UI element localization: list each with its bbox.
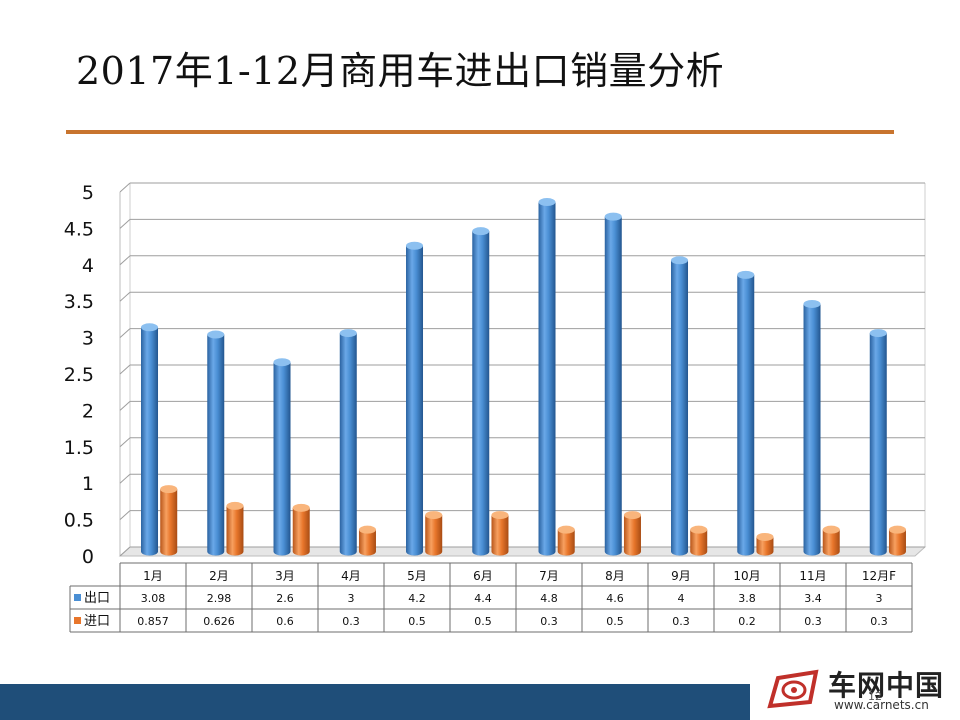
category-label: 1月	[143, 569, 163, 583]
category-label: 12月F	[862, 569, 896, 583]
data-label: 0.3	[540, 615, 558, 628]
gridline-diagonal	[119, 546, 131, 557]
import-bar	[690, 525, 708, 556]
gridline-diagonal	[119, 255, 131, 266]
import-bar	[425, 511, 443, 556]
category-label: 11月	[799, 569, 826, 583]
gridline-diagonal	[119, 401, 131, 411]
export-bar	[141, 323, 159, 556]
data-label: 0.857	[137, 615, 169, 628]
chart-bars	[141, 198, 906, 556]
category-label: 2月	[209, 569, 229, 583]
import-bar	[756, 532, 774, 556]
y-tick-label: 4.5	[64, 218, 94, 240]
y-tick-label: 0.5	[64, 510, 94, 532]
data-label: 0.5	[408, 615, 426, 628]
y-tick-label: 1.5	[64, 437, 94, 459]
category-label: 10月	[733, 569, 760, 583]
data-label: 4.8	[540, 592, 558, 605]
y-tick-label: 3	[82, 328, 94, 350]
export-bar	[538, 198, 556, 556]
data-label: 3	[348, 592, 355, 605]
import-bar	[491, 511, 509, 556]
chart-grid	[118, 182, 927, 557]
slide-title: 2017年1-12月商用车进出口销量分析	[76, 49, 725, 93]
data-label: 3	[876, 592, 883, 605]
export-legend-key	[74, 594, 81, 601]
import-bar	[358, 525, 376, 556]
data-label: 4.2	[408, 592, 426, 605]
category-label: 4月	[341, 569, 361, 583]
import-bar	[822, 525, 840, 556]
data-label: 3.8	[738, 592, 756, 605]
data-label: 0.5	[606, 615, 624, 628]
gridline-diagonal	[119, 473, 131, 484]
category-label: 9月	[671, 569, 691, 583]
gridline-diagonal	[119, 291, 131, 302]
logo-url: www.carnets.cn	[834, 698, 929, 712]
title-divider	[66, 130, 894, 134]
y-tick-label: 4	[82, 255, 94, 277]
data-label: 0.626	[203, 615, 235, 628]
data-label: 2.98	[207, 592, 232, 605]
y-tick-label: 5	[82, 182, 94, 204]
import-bar	[292, 503, 310, 556]
y-axis-ticks: 0 0.5 1 1.5 2 2.5 3 3.5 4 4.5 5	[64, 182, 94, 568]
import-legend-key	[74, 617, 81, 624]
import-bar	[888, 525, 906, 556]
category-label: 6月	[473, 569, 493, 583]
export-bar	[737, 270, 755, 556]
data-label: 0.2	[738, 615, 756, 628]
data-table: 1月 2月 3月 4月 5月 6月 7月 8月 9月 10月 11月 12月F 出口 3.08 2.98 2.…	[69, 562, 913, 633]
import-bar	[160, 485, 178, 556]
export-bar	[472, 227, 490, 556]
gridline-diagonal	[119, 437, 131, 448]
data-label: 4.4	[474, 592, 492, 605]
data-label: 4.6	[606, 592, 624, 605]
series-name: 进口	[84, 614, 110, 629]
y-tick-label: 0	[82, 546, 94, 568]
data-label: 0.5	[474, 615, 492, 628]
gridline-diagonal	[119, 510, 131, 520]
export-bar	[604, 212, 622, 556]
category-label: 3月	[275, 569, 295, 583]
import-bar	[557, 525, 575, 556]
logo-name: 车网中国	[828, 669, 945, 702]
y-tick-label: 2	[82, 400, 94, 422]
category-label: 8月	[605, 569, 625, 583]
export-bar	[803, 299, 821, 556]
import-bar	[226, 501, 244, 556]
data-label: 4	[678, 592, 685, 605]
bar-chart: 0 0.5 1 1.5 2 2.5 3 3.5 4 4.5 5 1月 2月 3月 4月 5月 6月 7月 8月 9月…	[64, 182, 927, 633]
data-label: 0.6	[276, 615, 294, 628]
data-label: 3.08	[141, 592, 166, 605]
gridline-diagonal	[119, 219, 131, 229]
y-tick-label: 1	[82, 473, 94, 495]
export-bar	[339, 329, 357, 556]
logo: 车网中国 www.carnets.cn	[750, 662, 960, 720]
page-number: 12	[868, 690, 882, 703]
export-bar	[207, 330, 225, 556]
y-tick-label: 2.5	[64, 364, 94, 386]
export-bar	[671, 256, 689, 556]
data-label: 0.3	[672, 615, 690, 628]
car-logo-icon	[767, 669, 819, 709]
category-label: 5月	[407, 569, 427, 583]
import-bar	[623, 511, 641, 556]
export-bar	[406, 241, 424, 556]
data-label: 3.4	[804, 592, 822, 605]
data-label: 0.3	[342, 615, 360, 628]
data-label: 0.3	[804, 615, 822, 628]
data-label: 0.3	[870, 615, 888, 628]
export-bar	[273, 358, 291, 556]
gridline-diagonal	[119, 328, 131, 338]
category-label: 7月	[539, 569, 559, 583]
y-tick-label: 3.5	[64, 291, 94, 313]
data-label: 2.6	[276, 592, 294, 605]
gridline-diagonal	[119, 182, 131, 193]
export-bar	[869, 329, 887, 556]
gridline-diagonal	[119, 364, 131, 375]
series-name: 出口	[84, 591, 110, 606]
